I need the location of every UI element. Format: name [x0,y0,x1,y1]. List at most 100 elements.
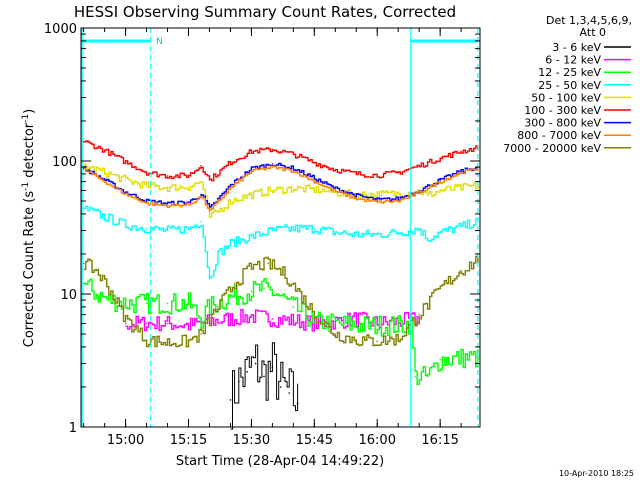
series-8-point-18 [397,338,400,340]
series-0-point-2 [246,371,248,373]
series-3-point-11 [271,229,274,232]
series-2-point-15 [334,322,337,325]
series-8-point-16 [355,339,358,341]
series-1-point-9 [313,322,316,325]
legend-header-line2: Att 0 [580,26,606,39]
series-6-point-12 [313,177,316,180]
series-4-point-16 [376,193,379,196]
series-8-point-1 [95,269,97,272]
series-7-point-3 [145,202,148,205]
time-markers [81,28,479,427]
series-7-point-13 [334,190,337,193]
y-axis-label: Corrected Count Rate (s-1 detector-1) [21,109,37,347]
series-8-point-3 [124,318,127,320]
series-7-point-1 [103,180,106,183]
legend-label-3: 25 - 50 keV [538,79,601,92]
series-5-point-9 [250,150,253,153]
series-8-point-6 [187,340,190,343]
series-2-point-8 [208,306,211,308]
series-5-point-7 [208,179,211,181]
series-4-point-21 [460,186,462,189]
series-2 [82,278,479,385]
series-4-point-3 [145,185,148,187]
series-4-point-12 [292,187,295,190]
legend-label-5: 100 - 300 keV [524,104,601,117]
series-7-point-4 [166,205,169,207]
series-5-point-10 [271,148,274,151]
legend-header-line1: Det 1,3,4,5,6,9, [546,14,632,27]
series-8 [82,255,479,348]
series-6-point-9 [250,167,253,170]
series-8-point-5 [166,341,169,344]
night-marker-label: N [156,37,163,47]
series-1-point-11 [355,318,358,320]
series-2-point-13 [292,306,295,308]
series-7-point-15 [376,201,379,203]
series-2-point-10 [250,290,253,293]
series-8-point-19 [418,313,421,316]
series-2-point-7 [200,318,202,320]
series-4-point-20 [439,189,442,192]
series-1-point-6 [250,315,253,318]
series-2-point-23 [460,357,462,359]
x-axis-label: Start Time (28-Apr-04 14:49:22) [176,454,384,469]
y-axis-label-part1: Corrected Count Rate (s [22,191,37,348]
series-3-point-12 [292,227,295,230]
series-0-point-1 [238,380,240,383]
series-6-point-19 [460,170,462,172]
series-4-point-17 [397,192,400,195]
series-0-point-0 [229,399,232,401]
series-5-point-3 [145,171,148,174]
series-4-point-1 [103,171,106,174]
series-4-point-5 [187,186,190,188]
series-3-point-21 [439,231,442,234]
series-line-0 [230,342,299,430]
series-3-point-15 [355,233,358,236]
chart-title: HESSI Observing Summary Count Rates, Cor… [74,3,456,21]
y-axis-label-sup2: -1 [21,114,31,123]
series-5-point-11 [292,153,295,156]
series-5-point-6 [200,165,202,167]
series-7-point-17 [418,191,421,194]
series-3-point-20 [426,238,429,240]
series-8-point-13 [301,296,303,298]
series-5-point-4 [166,175,169,177]
series-2-point-0 [82,282,85,285]
series-2-point-16 [355,324,358,327]
series-5-point-16 [397,171,400,174]
series-0-point-3 [254,362,257,365]
series-4-point-13 [313,188,316,191]
legend-label-8: 7000 - 20000 keV [503,142,601,155]
series-6-point-6 [200,193,202,196]
series-2-point-21 [426,375,429,378]
x-tick-label-2: 15:30 [233,433,270,448]
series-3-point-4 [166,229,169,232]
series-3-point-2 [124,224,127,226]
y-tick-label-3: 1000 [44,22,77,37]
series-1-point-3 [187,324,190,327]
series-3-point-13 [313,227,316,230]
series-7-point-9 [250,170,253,172]
series-8-point-9 [233,282,236,285]
series-8-point-21 [460,269,462,272]
series-0-point-6 [280,386,282,388]
series-2-point-12 [275,293,278,295]
series-7-point-2 [124,193,127,196]
legend-label-2: 12 - 25 keV [538,66,601,79]
series-5-point-19 [460,150,462,153]
series-5-point-1 [103,149,106,152]
series-3-point-8 [217,253,219,255]
series-3-point-1 [103,216,106,218]
series-2-point-4 [145,302,148,305]
series-7-point-16 [397,200,400,202]
series-8-point-20 [439,287,442,290]
series-8-point-17 [376,340,379,343]
x-tick-label-3: 15:45 [296,433,333,448]
series-5-point-14 [355,173,358,175]
y-tick-label-0: 1 [69,421,77,436]
series-2-point-20 [414,375,416,378]
x-tick-label-5: 16:15 [421,433,458,448]
series-7-point-18 [439,180,442,183]
y-tick-label-2: 100 [52,155,77,170]
